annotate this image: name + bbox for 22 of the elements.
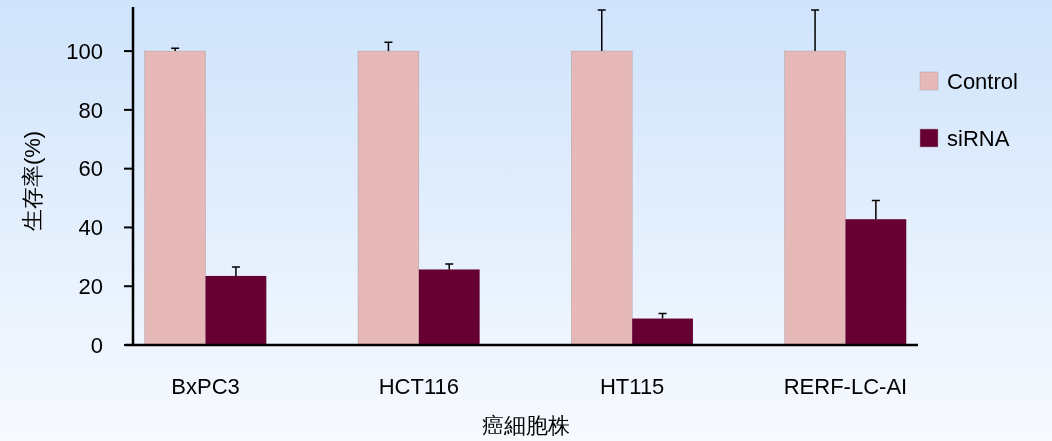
y-tick-label: 40 <box>78 215 103 241</box>
x-tick-label: RERF-LC-AI <box>783 374 908 399</box>
y-tick-label: 100 <box>66 38 103 64</box>
bar <box>571 50 633 346</box>
bar <box>205 275 267 345</box>
y-tick-label: 0 <box>90 332 103 358</box>
bar <box>632 318 693 345</box>
bar <box>144 50 206 346</box>
y-tick-label: 80 <box>78 97 103 123</box>
legend-label: siRNA <box>947 125 1010 151</box>
legend-label: Control <box>947 68 1018 94</box>
y-tick-label: 60 <box>78 156 103 182</box>
bar <box>418 269 480 345</box>
bar <box>784 50 846 346</box>
x-tick-label: BxPC3 <box>171 374 240 399</box>
x-tick-label: HT115 <box>599 374 665 399</box>
bar <box>357 50 420 346</box>
y-tick-label: 20 <box>78 273 103 299</box>
x-axis-title: 癌細胞株 <box>481 413 570 438</box>
bar <box>845 219 907 345</box>
x-tick-label: HCT116 <box>378 374 459 399</box>
y-axis-title: 生存率(%) <box>20 130 45 232</box>
